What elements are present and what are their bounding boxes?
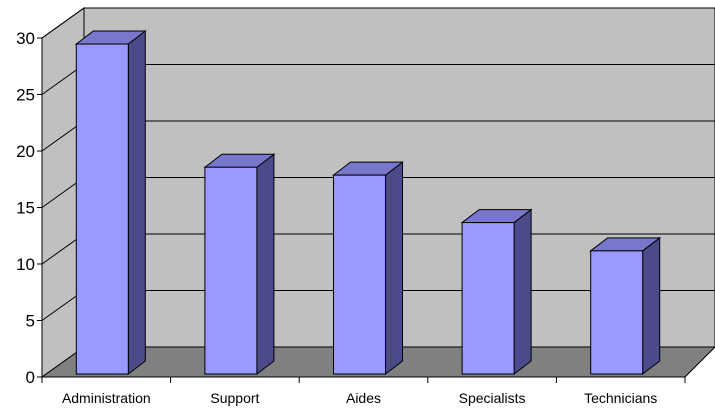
bar — [332, 161, 404, 376]
x-tick-label: Administration — [62, 390, 151, 406]
x-tick-labels: Administration Support Aides Specialists Tec… — [62, 390, 657, 406]
gridline — [41, 7, 715, 39]
y-tick-label: 25 — [16, 86, 35, 105]
bar-side — [256, 153, 275, 376]
bars — [74, 30, 662, 376]
bar — [460, 208, 533, 376]
y-tick-label: 20 — [16, 142, 35, 161]
y-tick-label: 0 — [26, 368, 35, 387]
bar-front — [461, 222, 515, 375]
y-tick-label: 30 — [16, 29, 35, 48]
axes — [37, 37, 686, 383]
bar-side — [642, 236, 661, 376]
x-tick-label: Aides — [346, 390, 381, 406]
x-tick-label: Specialists — [459, 390, 526, 406]
y-tick-labels: 0 5 10 15 20 25 30 — [16, 29, 35, 387]
bar-front — [204, 166, 258, 375]
x-tick-label: Support — [210, 390, 259, 406]
y-tick-label: 10 — [16, 255, 35, 274]
y-tick-label: 15 — [16, 199, 35, 218]
bar-side — [385, 161, 403, 376]
y-tick-label: 5 — [26, 312, 35, 331]
bar-side — [127, 30, 146, 376]
bar — [203, 153, 276, 376]
bar — [589, 236, 662, 376]
bar-front — [590, 250, 644, 375]
bar — [74, 30, 147, 376]
bar-front — [75, 43, 129, 375]
bar-side — [513, 208, 532, 376]
x-tick-label: Technicians — [584, 390, 657, 406]
bar-front — [333, 174, 386, 375]
